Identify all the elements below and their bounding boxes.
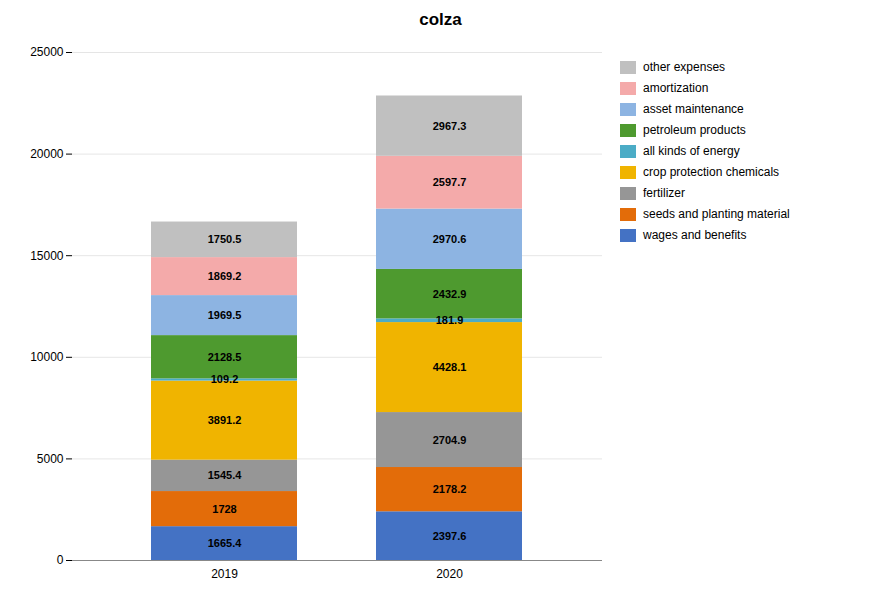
svg-text:5000: 5000 — [37, 452, 64, 466]
html-text:other expenses: other expenses — [643, 60, 726, 74]
svg-text:2178.2: 2178.2 — [433, 483, 467, 495]
html-text:colza: colza — [419, 10, 462, 29]
html-text:petroleum products: petroleum products — [643, 123, 746, 137]
svg-text:2432.9: 2432.9 — [433, 288, 467, 300]
svg-text:0: 0 — [57, 553, 64, 567]
svg-text:2019: 2019 — [211, 567, 238, 581]
svg-text:2128.5: 2128.5 — [208, 351, 242, 363]
svg-text:2397.6: 2397.6 — [433, 530, 467, 542]
svg-text:2704.9: 2704.9 — [433, 434, 467, 446]
svg-text:15000: 15000 — [30, 249, 64, 263]
svg-text:2967.3: 2967.3 — [433, 120, 467, 132]
svg-text:1665.4: 1665.4 — [208, 537, 243, 549]
svg-text:4428.1: 4428.1 — [433, 361, 467, 373]
svg-text:25000: 25000 — [30, 45, 64, 59]
svg-text:1869.2: 1869.2 — [208, 270, 242, 282]
html-text:fertilizer: fertilizer — [643, 186, 685, 200]
svg-text:20000: 20000 — [30, 147, 64, 161]
svg-text:2597.7: 2597.7 — [433, 176, 467, 188]
html-text:seeds and planting material: seeds and planting material — [643, 207, 790, 221]
svg-text:1750.5: 1750.5 — [208, 233, 242, 245]
svg-text:181.9: 181.9 — [436, 314, 464, 326]
svg-text:1728: 1728 — [212, 503, 236, 515]
svg-text:109.2: 109.2 — [211, 373, 239, 385]
svg-text:1969.5: 1969.5 — [208, 309, 242, 321]
html-text:crop protection chemicals: crop protection chemicals — [643, 165, 780, 179]
html-text:asset maintenance: asset maintenance — [643, 102, 744, 116]
svg-text:2020: 2020 — [436, 567, 463, 581]
svg-text:1545.4: 1545.4 — [208, 469, 243, 481]
html-text:all kinds of energy: all kinds of energy — [643, 144, 740, 158]
svg-text:3891.2: 3891.2 — [208, 414, 242, 426]
svg-text:2970.6: 2970.6 — [433, 233, 467, 245]
html-text:wages and benefits: wages and benefits — [643, 228, 747, 242]
svg-text:10000: 10000 — [30, 350, 64, 364]
html-text:amortization: amortization — [643, 81, 709, 95]
